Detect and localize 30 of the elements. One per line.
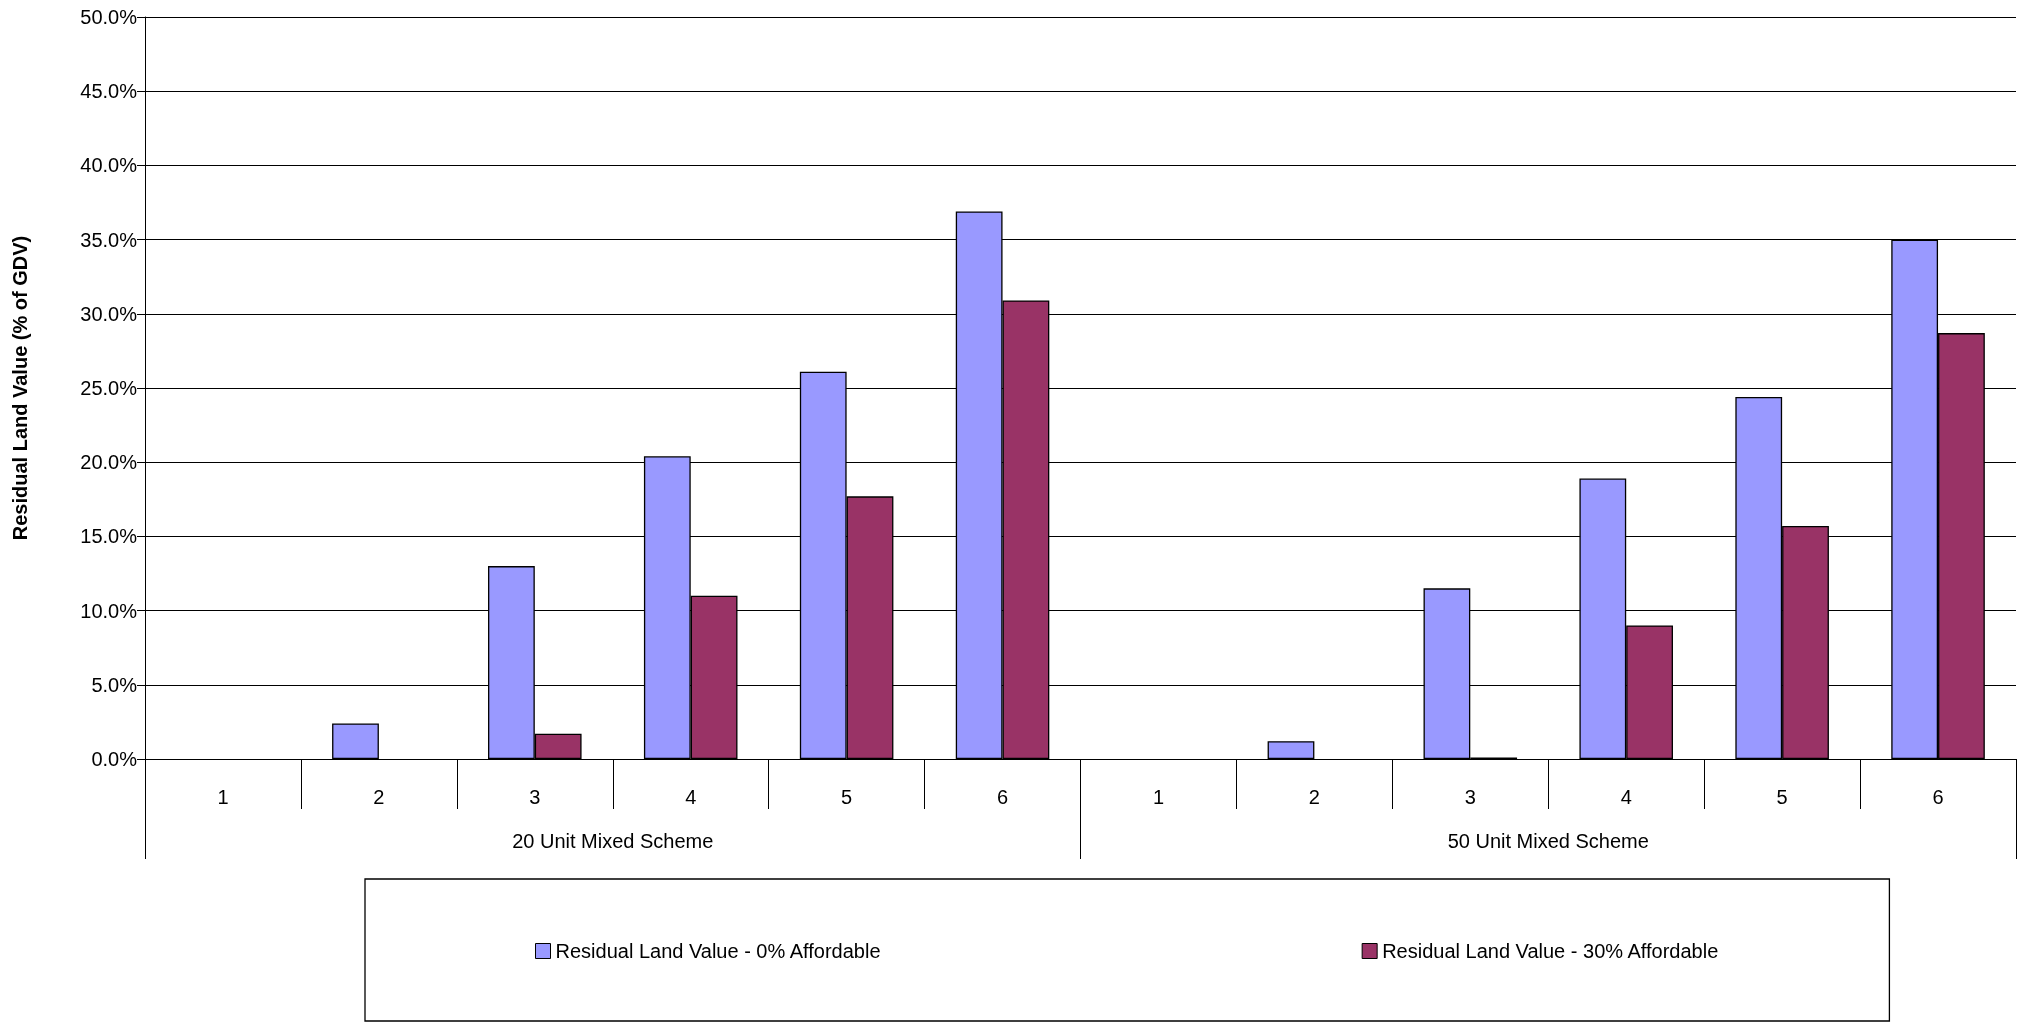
y-tick-label: 15.0% <box>80 525 138 548</box>
x-tick-label: 3 <box>1464 786 1476 808</box>
y-tick-label: 30.0% <box>80 302 138 325</box>
y-tick-label: 50.0% <box>80 6 138 28</box>
legend-label: Residual Land Value - 0% Affordable <box>555 940 881 962</box>
x-tick-label: 5 <box>841 786 853 808</box>
y-axis-title: Residual Land Value (% of GDV) <box>9 235 31 541</box>
bar <box>332 723 379 759</box>
y-tick-label: 35.0% <box>80 228 138 251</box>
x-tick-label: 3 <box>529 786 541 808</box>
y-tick-label: 10.0% <box>80 599 138 622</box>
legend-label: Residual Land Value - 30% Affordable <box>1382 940 1719 962</box>
x-tick-label: 4 <box>1620 786 1632 808</box>
x-tick-label: 4 <box>685 786 697 808</box>
x-tick-label: 2 <box>1308 786 1320 808</box>
bar <box>1267 741 1315 759</box>
x-tick-label: 5 <box>1776 786 1788 808</box>
y-tick-label: 25.0% <box>80 377 138 399</box>
x-tick-label: 6 <box>1932 786 1944 808</box>
y-tick-label: 45.0% <box>80 80 138 103</box>
text: 20 Unit Mixed Scheme <box>512 830 714 852</box>
x-tick-label: 2 <box>373 786 385 808</box>
y-tick-label: 40.0% <box>80 154 138 177</box>
x-tick-label: 1 <box>217 786 229 808</box>
x-tick-label: 6 <box>996 786 1009 808</box>
x-tick-label: 1 <box>1152 786 1165 808</box>
y-tick-label: 5.0% <box>91 673 138 696</box>
y-tick-label: 0.0% <box>91 748 138 770</box>
text: 50 Unit Mixed Scheme <box>1447 830 1649 852</box>
y-tick-label: 20.0% <box>80 451 138 474</box>
